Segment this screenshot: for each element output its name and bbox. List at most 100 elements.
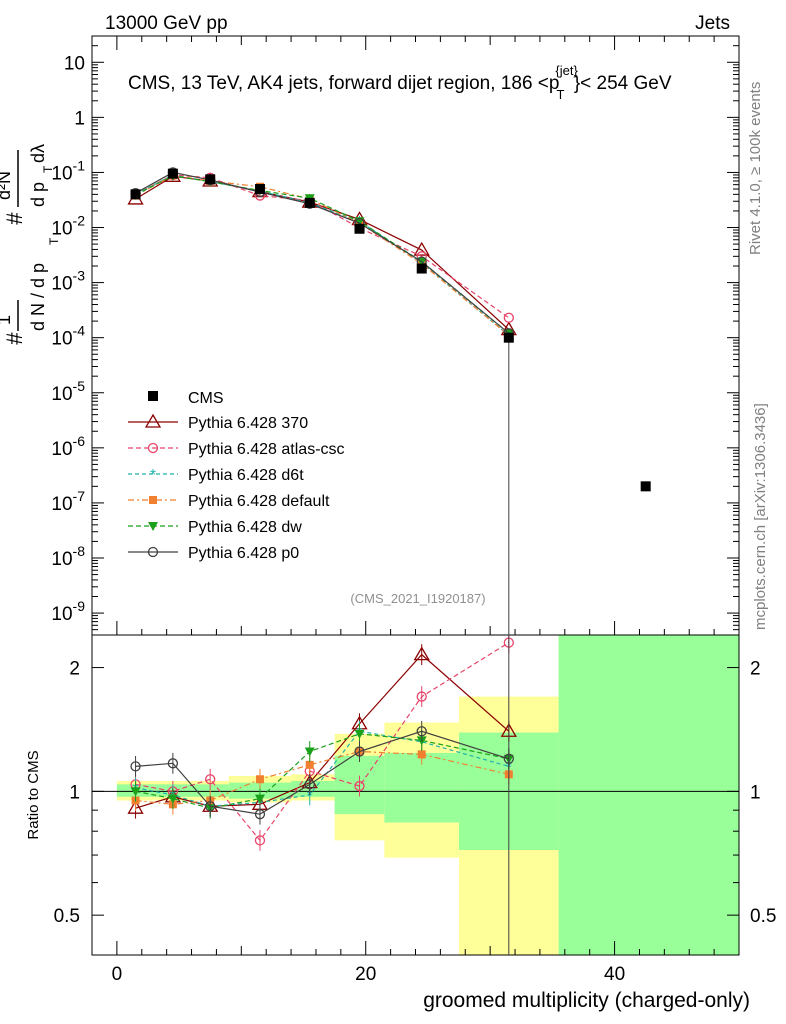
legend-label-p370: Pythia 6.428 370 [188, 415, 308, 432]
ratio-point-dw [130, 787, 141, 797]
legend-marker-d6t: * [150, 467, 156, 484]
main-ytick-label: 1 [74, 108, 85, 129]
series-point-atlas [503, 312, 514, 323]
main-ytick-label: 10-5 [51, 378, 85, 405]
ratio-point-dw [254, 794, 265, 804]
ratio-point-atlas [205, 774, 216, 785]
cms-data-point [503, 332, 514, 343]
cms-data-point [130, 189, 141, 200]
cms-data-point [354, 223, 365, 234]
ratio-ytick-label-right: 2 [750, 659, 761, 680]
x-axis: 0 20 40 [112, 36, 740, 985]
legend-item-p0: Pythia 6.428 p0 [128, 545, 299, 562]
legend: CMS Pythia 6.428 370 Pythia 6.428 atlas-cs… [128, 390, 345, 562]
band-green-4 [291, 780, 335, 797]
cms-data-point [304, 197, 315, 208]
x-tick-label: 20 [355, 964, 376, 985]
ratio-point-dw [354, 729, 365, 739]
plot-title: CMS, 13 TeV, AK4 jets, forward dijet reg… [128, 63, 672, 102]
ratio-point-default [417, 750, 426, 759]
svg-text:T: T [47, 237, 61, 245]
legend-label-cms: CMS [188, 390, 224, 407]
x-tick-label: 40 [604, 964, 625, 985]
main-series-group: ******** [127, 167, 651, 635]
svg-text:#: # [2, 332, 27, 345]
main-ytick-label: 10-1 [51, 157, 85, 184]
ratio-point-atlas [254, 835, 266, 846]
ratio-bands [116, 635, 739, 955]
svg-text:d p: d p [28, 182, 48, 207]
ratio-series-group: ******** [127, 635, 517, 955]
ratio-point-default [255, 775, 264, 784]
main-ytick-label: 10-9 [51, 598, 85, 625]
ratio-ytick-label-right: 1 [750, 782, 761, 803]
series-line-default [135, 174, 510, 336]
ratio-point-p0 [205, 801, 216, 812]
band-green-8 [558, 635, 739, 955]
ratio-line-d6t [135, 730, 509, 807]
cms-data-point [167, 168, 178, 179]
ratio-point-p0 [167, 758, 179, 769]
main-ytick-label: 10-4 [51, 323, 85, 350]
ratio-line-atlas [135, 642, 510, 842]
ratio-ytick-label: 2 [69, 659, 80, 680]
ratio-point-atlas [354, 780, 365, 792]
ratio-line-dw [135, 733, 509, 809]
svg-text:T: T [41, 165, 55, 173]
cms-data-point [640, 481, 651, 492]
legend-label-atlas: Pythia 6.428 atlas-csc [188, 441, 345, 458]
ratio-ytick-label: 1 [69, 782, 80, 803]
ratio-point-dw [167, 794, 178, 804]
svg-text:1: 1 [0, 315, 14, 325]
x-tick-label: 0 [112, 964, 123, 985]
legend-item-atlas: Pythia 6.428 atlas-csc [128, 441, 345, 458]
x-axis-label: groomed multiplicity (charged-only) [423, 989, 750, 1012]
series-line-d6t [135, 174, 510, 336]
main-ytick-label: 10-7 [51, 488, 85, 515]
series-line-p0 [135, 171, 510, 334]
legend-label-p0: Pythia 6.428 p0 [188, 545, 299, 562]
series-line-atlas [135, 174, 510, 319]
series-line-p370 [135, 175, 510, 331]
ratio-point-p0 [130, 761, 141, 772]
cms-data-point [254, 184, 265, 195]
legend-item-d6t: * Pythia 6.428 d6t [128, 467, 304, 484]
svg-text:d²N: d²N [0, 171, 14, 200]
main-ytick-label: 10 [64, 53, 85, 74]
svg-text:#: # [2, 212, 27, 225]
ratio-ytick-label-right: 0.5 [750, 906, 776, 927]
legend-marker-default [149, 496, 157, 504]
legend-label-dw: Pythia 6.428 dw [188, 519, 302, 536]
main-y-label: # 1 d N / d p T # d²N d p T dλ [0, 144, 61, 345]
main-y-axis: 10-9 10-8 10-7 10-6 10-5 10-4 10-3 10-2 10-1 1 10 [51, 35, 739, 636]
ratio-y-axis: 0.5 0.5 1 1 2 2 [54, 659, 776, 956]
header-left: 13000 GeV pp [105, 13, 228, 34]
ratio-point-dw [304, 747, 315, 757]
cms-data-point [416, 263, 427, 274]
legend-label-default: Pythia 6.428 default [188, 493, 330, 510]
ratio-ytick-label: 0.5 [54, 906, 80, 927]
ratio-point-p370 [127, 799, 144, 814]
ratio-point-p0 [304, 779, 315, 790]
series-line-dw [135, 175, 510, 334]
legend-label-d6t: Pythia 6.428 d6t [188, 467, 304, 484]
main-ytick-label: 10-3 [51, 268, 85, 295]
ratio-point-default [305, 760, 314, 769]
ratio-y-label: Ratio to CMS [25, 750, 42, 839]
legend-marker-p0 [147, 546, 159, 558]
main-ytick-label: 10-2 [51, 213, 85, 240]
analysis-tag: (CMS_2021_I1920187) [350, 591, 485, 606]
ratio-point-p370 [413, 646, 430, 661]
svg-text:d N / d p: d N / d p [28, 263, 48, 331]
legend-item-default: Pythia 6.428 default [128, 493, 330, 510]
legend-item-p370: Pythia 6.428 370 [128, 413, 308, 432]
legend-marker-cms [148, 391, 158, 401]
legend-marker-atlas [147, 442, 159, 454]
main-ytick-label: 10-6 [51, 433, 85, 460]
main-ytick-label: 10-8 [51, 543, 85, 570]
cms-data-point [205, 174, 216, 185]
legend-item-dw: Pythia 6.428 dw [128, 519, 302, 536]
ratio-line-default [135, 750, 509, 805]
rivet-label: Rivet 4.1.0, ≥ 100k events [747, 82, 764, 255]
